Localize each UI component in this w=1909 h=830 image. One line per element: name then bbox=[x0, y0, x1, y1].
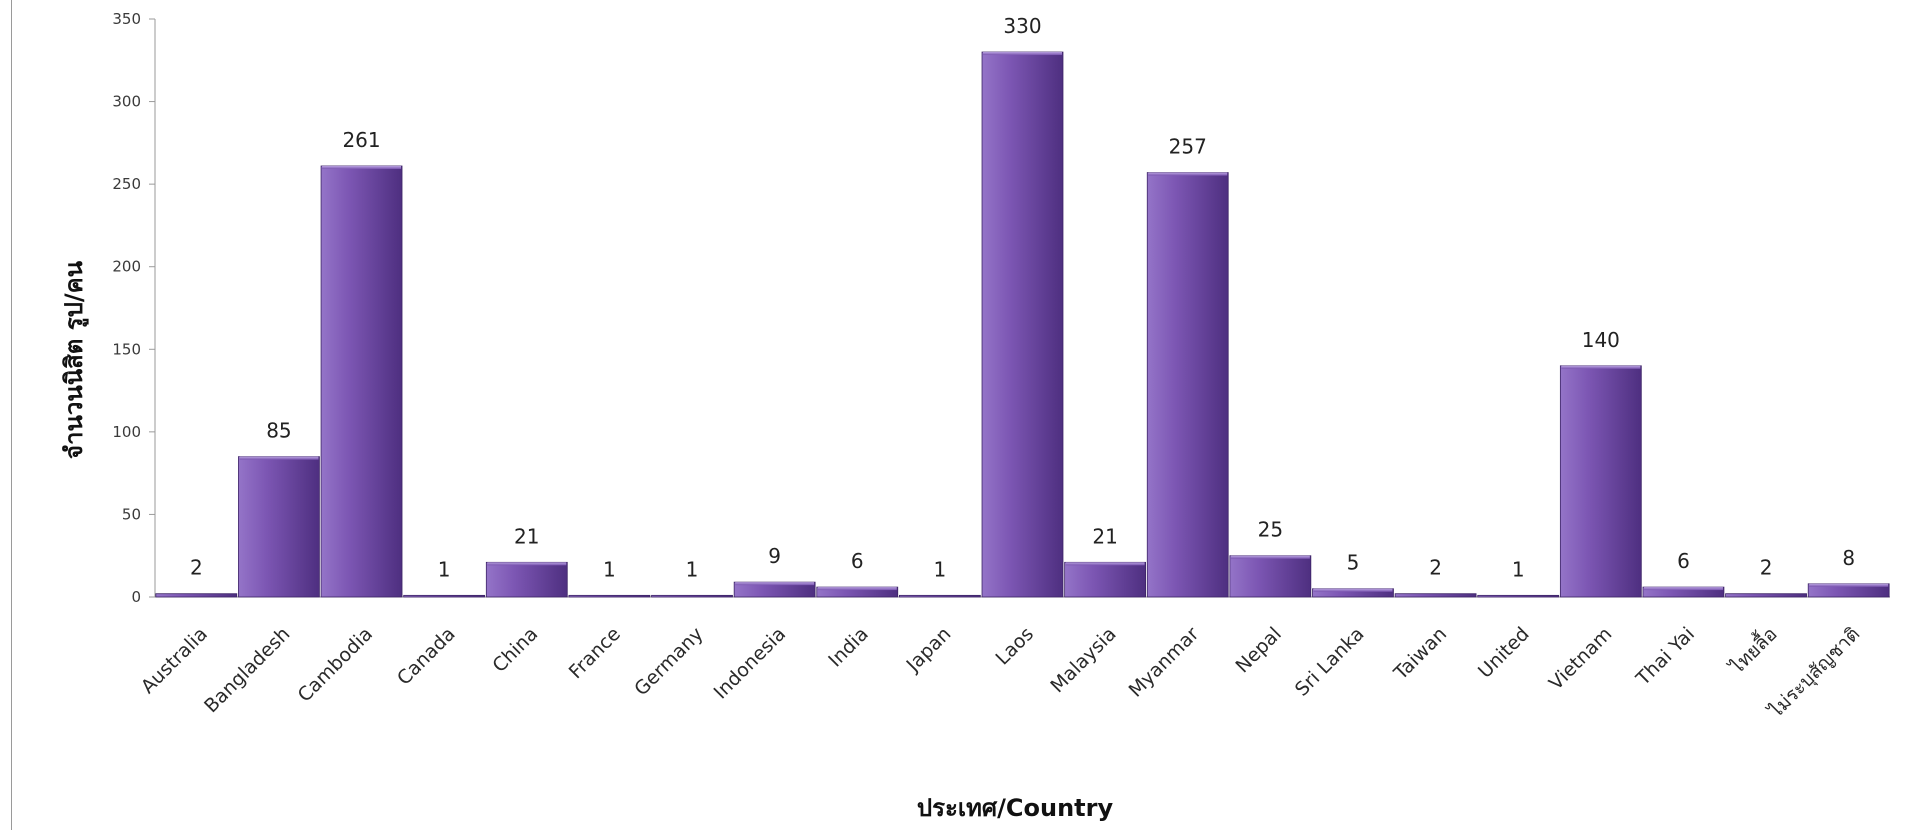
bar-top-highlight bbox=[1313, 588, 1393, 592]
bar-top-highlight bbox=[1148, 172, 1228, 176]
y-tick-label: 0 bbox=[131, 588, 141, 606]
bar-top-highlight bbox=[1065, 562, 1145, 566]
data-label: 21 bbox=[514, 524, 539, 548]
data-label: 5 bbox=[1347, 551, 1360, 575]
category-label: France bbox=[565, 623, 625, 683]
data-label: 21 bbox=[1092, 524, 1117, 548]
category-label: United bbox=[1474, 623, 1534, 683]
category-label: Myanmar bbox=[1125, 623, 1204, 702]
y-tick-label: 250 bbox=[112, 175, 141, 193]
category-label: India bbox=[824, 623, 873, 672]
data-label: 1 bbox=[438, 557, 451, 581]
x-axis-title: ประเทศ/Country bbox=[917, 794, 1114, 822]
category-label: Nepal bbox=[1232, 623, 1286, 677]
bar bbox=[1146, 172, 1229, 598]
y-tick-label: 150 bbox=[112, 340, 141, 358]
data-label: 330 bbox=[1003, 14, 1041, 38]
bar bbox=[238, 456, 320, 598]
y-tick-label: 350 bbox=[112, 10, 141, 28]
data-label: 140 bbox=[1582, 328, 1620, 352]
y-axis-title: จำนวนนิสิต รูป/คน bbox=[60, 260, 89, 459]
bar bbox=[155, 593, 238, 598]
bar-top-highlight bbox=[239, 456, 319, 460]
bar bbox=[485, 561, 568, 598]
category-label: Cambodia bbox=[294, 623, 378, 707]
bar-top-highlight bbox=[1643, 587, 1723, 591]
bar bbox=[1064, 561, 1147, 598]
data-label: 1 bbox=[686, 557, 699, 581]
category-label: Germany bbox=[630, 623, 707, 700]
data-label: 25 bbox=[1258, 518, 1283, 542]
category-label: Thai Yai bbox=[1631, 623, 1699, 691]
bar bbox=[981, 51, 1064, 598]
category-label: Laos bbox=[992, 623, 1039, 670]
data-label: 2 bbox=[1429, 556, 1442, 580]
y-tick-label: 300 bbox=[112, 93, 141, 111]
category-label: Canada bbox=[393, 623, 460, 690]
bar bbox=[898, 594, 981, 598]
category-label: Malaysia bbox=[1046, 623, 1120, 697]
bar-top-highlight bbox=[1230, 555, 1310, 559]
bar bbox=[1394, 593, 1477, 598]
data-label: 261 bbox=[342, 128, 380, 152]
category-label: Japan bbox=[902, 623, 956, 677]
data-label: 6 bbox=[851, 549, 864, 573]
bar-top-highlight bbox=[1809, 583, 1889, 587]
data-label: 257 bbox=[1169, 135, 1207, 159]
category-label: Indonesia bbox=[710, 623, 791, 704]
bar bbox=[1725, 593, 1807, 598]
bar bbox=[1559, 365, 1642, 598]
data-label: 2 bbox=[190, 556, 203, 580]
data-label: 1 bbox=[603, 557, 616, 581]
data-label: 2 bbox=[1760, 556, 1773, 580]
bar bbox=[403, 594, 486, 598]
bar bbox=[1229, 555, 1312, 598]
bar-top-highlight bbox=[983, 52, 1062, 56]
category-label: Vietnam bbox=[1545, 623, 1617, 695]
data-label: 1 bbox=[934, 557, 947, 581]
bar-top-highlight bbox=[487, 562, 567, 566]
bar bbox=[1477, 594, 1560, 598]
bar bbox=[568, 594, 651, 598]
category-label: China bbox=[488, 623, 542, 677]
category-label: Bangladesh bbox=[200, 623, 294, 717]
data-label: 1 bbox=[1512, 557, 1525, 581]
bars bbox=[155, 51, 1890, 598]
bar bbox=[651, 594, 733, 598]
category-label: Sri Lanka bbox=[1291, 623, 1369, 701]
category-label: Australia bbox=[137, 623, 212, 698]
bar bbox=[320, 165, 403, 598]
bar-top-highlight bbox=[817, 587, 897, 591]
data-label: 9 bbox=[768, 544, 781, 568]
bar-top-highlight bbox=[735, 582, 815, 586]
data-label: 85 bbox=[266, 419, 291, 443]
y-tick-label: 100 bbox=[112, 423, 141, 441]
bar-top-highlight bbox=[1561, 365, 1641, 369]
frame-border bbox=[11, 0, 12, 830]
category-label: ไทยลื้อ bbox=[1723, 621, 1782, 680]
data-label: 8 bbox=[1842, 546, 1855, 570]
y-tick-label: 50 bbox=[122, 505, 141, 523]
bar-top-highlight bbox=[322, 165, 402, 169]
y-tick-label: 200 bbox=[112, 258, 141, 276]
data-label: 6 bbox=[1677, 549, 1690, 573]
category-label: Taiwan bbox=[1389, 623, 1451, 685]
